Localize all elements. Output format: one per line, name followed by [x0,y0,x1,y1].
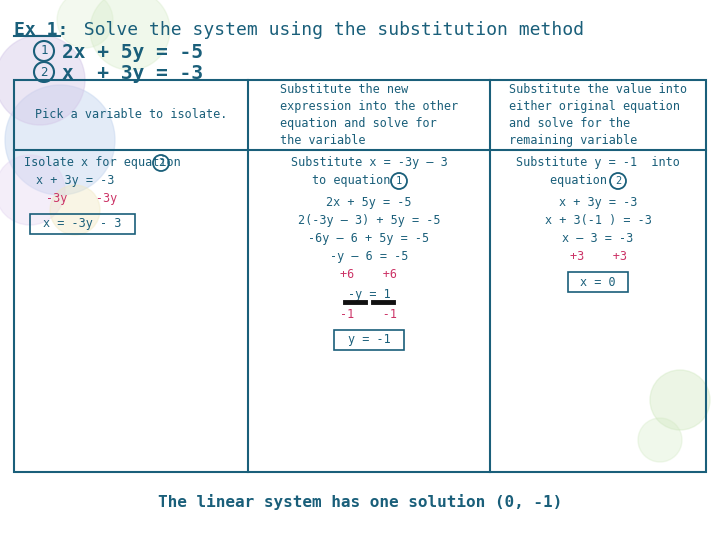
Text: Pick a variable to isolate.: Pick a variable to isolate. [35,109,228,122]
Circle shape [5,85,115,195]
Text: 1: 1 [40,44,48,57]
Circle shape [0,35,85,125]
Text: Substitute the value into
either original equation
and solve for the
remaining v: Substitute the value into either origina… [509,83,687,147]
Bar [334,330,404,350]
Text: x + 3(-1 ) = -3: x + 3(-1 ) = -3 [544,214,652,227]
Bar [30,214,135,234]
Text: x = -3y - 3: x = -3y - 3 [43,218,122,231]
Text: Substitute y = -1  into: Substitute y = -1 into [516,156,680,169]
Text: x  + 3y = -3: x + 3y = -3 [62,64,203,83]
Text: 2: 2 [158,158,164,168]
Text: x = 0: x = 0 [580,275,616,288]
Text: 2: 2 [615,176,621,186]
Circle shape [650,370,710,430]
Text: +3    +3: +3 +3 [570,250,626,263]
Text: Ex 1:: Ex 1: [14,21,68,39]
Text: 2x + 5y = -5: 2x + 5y = -5 [62,43,203,62]
Text: 2: 2 [40,65,48,78]
Text: -3y    -3y: -3y -3y [46,192,117,205]
Text: x – 3 = -3: x – 3 = -3 [562,232,634,245]
Text: y = -1: y = -1 [348,334,390,347]
Text: 1: 1 [396,176,402,186]
Text: x + 3y = -3: x + 3y = -3 [559,196,637,209]
Circle shape [638,418,682,462]
Text: -6y – 6 + 5y = -5: -6y – 6 + 5y = -5 [308,232,430,245]
Text: -1    -1: -1 -1 [341,308,397,321]
Text: 2(-3y – 3) + 5y = -5: 2(-3y – 3) + 5y = -5 [298,214,440,227]
Text: Solve the system using the substitution method: Solve the system using the substitution … [62,21,584,39]
Circle shape [0,155,65,225]
Text: +6    +6: +6 +6 [341,268,397,281]
Text: Substitute x = -3y – 3: Substitute x = -3y – 3 [291,156,447,169]
Text: x + 3y = -3: x + 3y = -3 [36,174,114,187]
Text: to equation: to equation [312,174,397,187]
Circle shape [50,185,100,235]
Circle shape [57,0,113,48]
Text: 2x + 5y = -5: 2x + 5y = -5 [326,196,412,209]
Text: equation: equation [550,174,614,187]
Text: Substitute the new
expression into the other
equation and solve for
the variable: Substitute the new expression into the o… [280,83,458,147]
Text: -y – 6 = -5: -y – 6 = -5 [330,250,408,263]
Bar [14,80,706,472]
Bar [568,272,628,292]
Text: The linear system has one solution (0, -1): The linear system has one solution (0, -… [158,494,562,510]
Circle shape [90,0,170,70]
Text: -y = 1: -y = 1 [348,288,390,301]
Text: Isolate x for equation: Isolate x for equation [24,156,188,169]
